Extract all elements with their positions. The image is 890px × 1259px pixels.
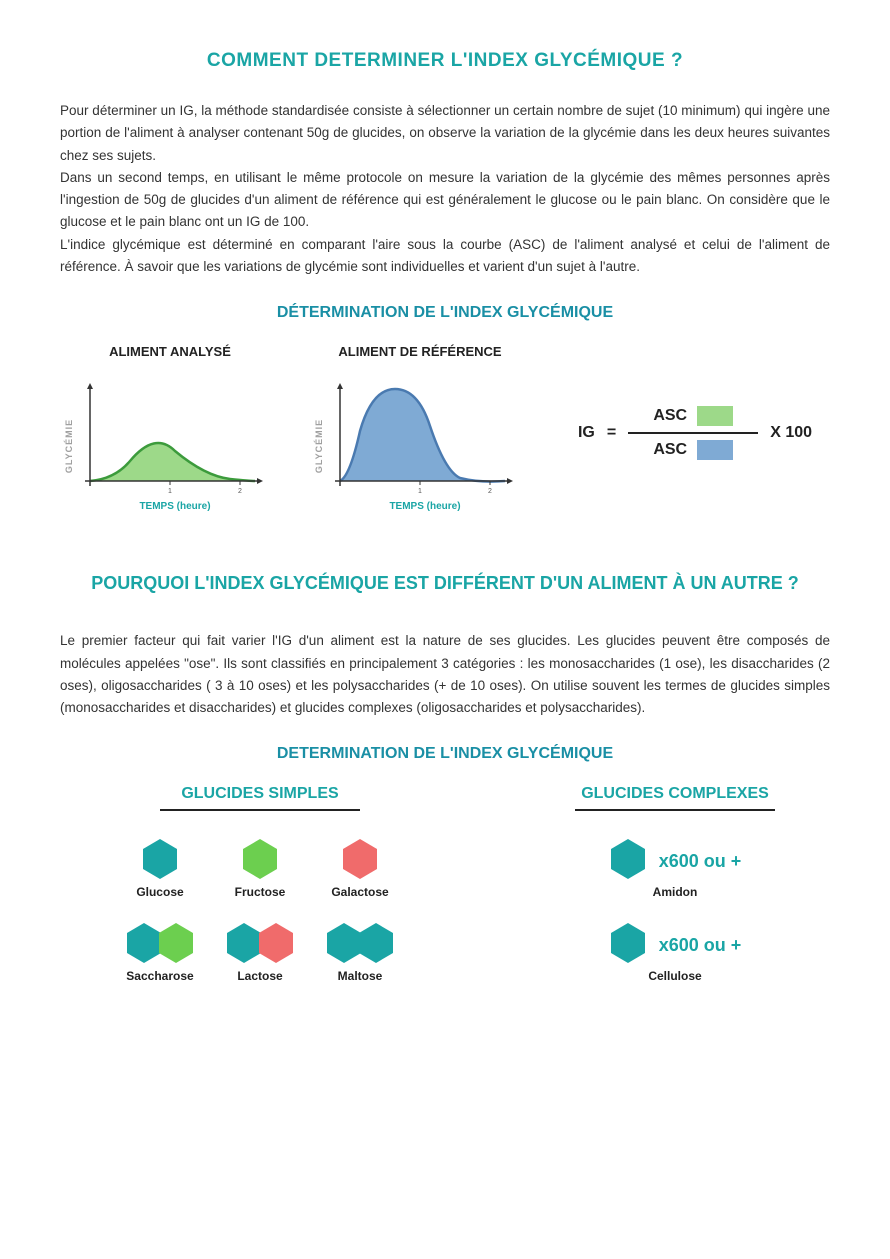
subtitle-determination-2: DETERMINATION DE L'INDEX GLYCÉMIQUE [60, 745, 830, 763]
glucide-item: Maltose [315, 921, 405, 983]
hexagon-icon [341, 837, 379, 881]
numerator-colorbox [697, 406, 733, 426]
svg-text:1: 1 [168, 488, 172, 495]
complex-multiplier: x600 ou + [659, 851, 742, 872]
hexagon-icon [141, 837, 179, 881]
chart-analysed: ALIMENT ANALYSÉ GLYCÉMIE 1 2 TEMPS (heur… [60, 344, 280, 521]
chart-analysed-label: ALIMENT ANALYSÉ [60, 344, 280, 359]
svg-text:TEMPS (heure): TEMPS (heure) [389, 501, 460, 512]
intro-paragraph: Pour déterminer un IG, la méthode standa… [60, 100, 830, 278]
hexagon-icon [241, 837, 279, 881]
hexagon-icon [609, 921, 647, 965]
glucide-item: Galactose [315, 837, 405, 899]
svg-text:2: 2 [238, 488, 242, 495]
simple-title: GLUCIDES SIMPLES [115, 785, 405, 803]
svg-text:1: 1 [418, 488, 422, 495]
glucides-simples: GLUCIDES SIMPLES Glucose Fructose Galact… [115, 785, 405, 983]
complex-item: x600 ou + Amidon [609, 837, 742, 899]
glucide-item: Saccharose [115, 921, 205, 983]
svg-text:GLYCÉMIE: GLYCÉMIE [64, 419, 74, 473]
formula: IG = ASC ASC X 100 [560, 406, 830, 460]
reference-area [340, 389, 505, 482]
glucide-label: Galactose [315, 885, 405, 899]
complex-list: x600 ou + Amidon x600 ou + Cellulose [575, 837, 775, 983]
complex-title: GLUCIDES COMPLEXES [575, 785, 775, 803]
hexagon-icon [157, 921, 195, 965]
complex-label: Amidon [653, 885, 698, 899]
x-arrow [257, 478, 263, 484]
complex-underline [575, 809, 775, 811]
formula-num-label: ASC [653, 407, 687, 425]
glucide-label: Lactose [215, 969, 305, 983]
formula-suffix: X 100 [770, 424, 812, 442]
hexagon-icon [609, 837, 647, 881]
formula-equals: = [607, 424, 616, 442]
glucide-item: Fructose [215, 837, 305, 899]
glucide-item: Lactose [215, 921, 305, 983]
glucide-item: Glucose [115, 837, 205, 899]
simple-grid: Glucose Fructose Galactose Saccharose La… [115, 837, 405, 983]
glucide-label: Saccharose [115, 969, 205, 983]
glucide-label: Glucose [115, 885, 205, 899]
glucide-label: Maltose [315, 969, 405, 983]
hexagon-icon [257, 921, 295, 965]
chart-analysed-svg: GLYCÉMIE 1 2 TEMPS (heure) [60, 371, 280, 521]
formula-den-label: ASC [653, 441, 687, 459]
subtitle-determination: DÉTERMINATION DE L'INDEX GLYCÉMIQUE [60, 304, 830, 322]
svg-text:TEMPS (heure): TEMPS (heure) [139, 501, 210, 512]
chart-reference-label: ALIMENT DE RÉFÉRENCE [310, 344, 530, 359]
simple-underline [160, 809, 360, 811]
glucide-label: Fructose [215, 885, 305, 899]
para-why: Le premier facteur qui fait varier l'IG … [60, 630, 830, 719]
glucides-complexes: GLUCIDES COMPLEXES x600 ou + Amidon x600… [575, 785, 775, 983]
fraction-line [628, 432, 758, 434]
y-arrow [87, 383, 93, 389]
denominator-colorbox [697, 440, 733, 460]
chart-reference: ALIMENT DE RÉFÉRENCE GLYCÉMIE 1 2 TEMPS … [310, 344, 530, 521]
charts-row: ALIMENT ANALYSÉ GLYCÉMIE 1 2 TEMPS (heur… [60, 344, 830, 521]
svg-text:2: 2 [488, 488, 492, 495]
complex-multiplier: x600 ou + [659, 935, 742, 956]
page-title: COMMENT DETERMINER L'INDEX GLYCÉMIQUE ? [60, 50, 830, 72]
complex-item: x600 ou + Cellulose [609, 921, 742, 983]
formula-lhs: IG [578, 424, 595, 442]
glucides-row: GLUCIDES SIMPLES Glucose Fructose Galact… [60, 785, 830, 983]
complex-label: Cellulose [648, 969, 701, 983]
chart-reference-svg: GLYCÉMIE 1 2 TEMPS (heure) [310, 371, 530, 521]
section-title-why: POURQUOI L'INDEX GLYCÉMIQUE EST DIFFÉREN… [60, 571, 830, 596]
svg-text:GLYCÉMIE: GLYCÉMIE [314, 419, 324, 473]
hexagon-icon [357, 921, 395, 965]
formula-fraction: ASC ASC [628, 406, 758, 460]
